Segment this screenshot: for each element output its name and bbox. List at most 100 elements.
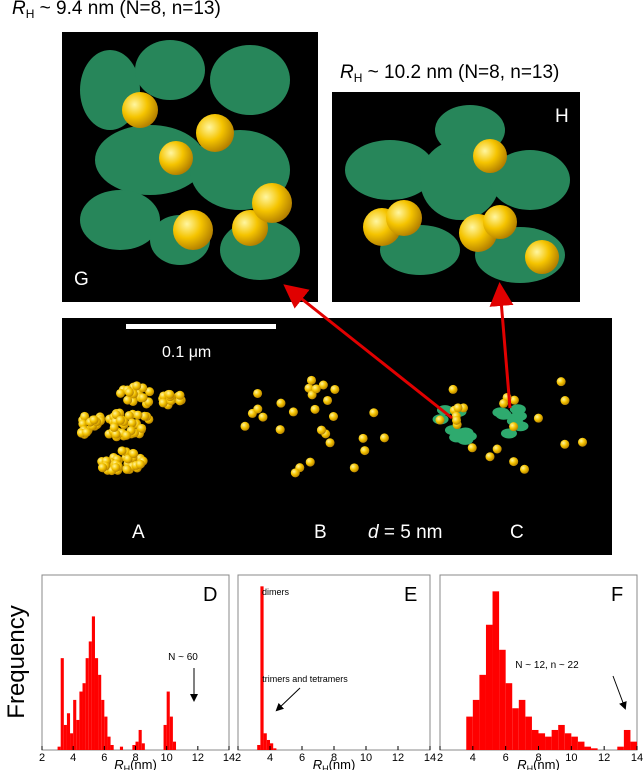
bar — [101, 699, 105, 750]
panel-label: E — [404, 584, 417, 606]
annotation: N ~ 60 — [168, 652, 198, 663]
arrow — [489, 282, 514, 409]
nanoparticle — [560, 439, 570, 449]
bar — [104, 716, 108, 750]
bar — [617, 746, 624, 750]
x-axis-label-part: R — [114, 757, 123, 770]
nanoparticle — [318, 380, 328, 390]
bar — [163, 724, 167, 750]
nanoparticle — [80, 411, 90, 421]
bar — [138, 729, 142, 750]
x-axis-label-part: (nm) — [329, 757, 356, 770]
x-tick-label: 14 — [424, 752, 436, 764]
x-tick-label: 4 — [70, 752, 76, 764]
panel-label: D — [203, 584, 217, 606]
panel-label: G — [74, 269, 89, 290]
panel-label: A — [132, 522, 145, 543]
bar — [505, 683, 513, 750]
nanoparticle — [358, 433, 368, 443]
annotation: trimers and tetramers — [262, 674, 348, 684]
nanoparticle — [369, 408, 379, 418]
bar — [466, 716, 473, 750]
nanoparticle — [533, 413, 543, 423]
x-axis-label-part: H — [322, 764, 329, 770]
nanoparticle — [276, 398, 286, 408]
x-axis-label-part: H — [124, 764, 131, 770]
bar — [76, 719, 80, 750]
nanoparticle — [310, 404, 320, 414]
nanoparticle — [306, 375, 316, 385]
x-tick-label: 12 — [392, 752, 404, 764]
annotation-arrow — [275, 687, 301, 712]
nanoparticle — [379, 433, 389, 443]
y-axis-label: Frequency — [3, 605, 30, 718]
nanoparticle — [304, 383, 314, 393]
x-tick-label: 4 — [470, 752, 476, 764]
panel-label: H — [555, 106, 569, 127]
bar — [57, 746, 61, 750]
gold-spheres — [363, 139, 559, 274]
x-tick-label: 14 — [223, 752, 235, 764]
bar — [107, 736, 111, 750]
bar — [85, 658, 89, 750]
nanoparticle — [111, 462, 121, 472]
nanoparticle — [467, 443, 477, 453]
nanoparticle — [109, 422, 119, 432]
bar — [584, 746, 592, 750]
nanoparticle — [305, 457, 315, 467]
nanoparticle — [325, 438, 335, 448]
nanoparticle — [124, 411, 134, 421]
nanoparticle — [258, 412, 268, 422]
nanoparticle — [135, 459, 145, 469]
nanoparticle — [132, 381, 142, 391]
x-tick-label: 2 — [437, 752, 443, 764]
bar — [82, 683, 86, 750]
bar — [630, 741, 637, 750]
nanoparticle — [158, 398, 168, 408]
bar — [479, 674, 486, 750]
protein — [493, 407, 510, 418]
x-tick-label: 8 — [132, 752, 138, 764]
x-tick-label: 10 — [360, 752, 372, 764]
nanoparticle — [175, 390, 185, 400]
bar — [132, 744, 136, 750]
x-tick-label: 6 — [299, 752, 305, 764]
image-abc — [62, 318, 612, 555]
nanoparticle — [165, 389, 175, 399]
nanoparticle — [360, 446, 370, 456]
spacing-label: d = 5 nm — [368, 522, 442, 543]
x-tick-label: 6 — [503, 752, 509, 764]
x-tick-label: 8 — [331, 752, 337, 764]
x-tick-label: 12 — [192, 752, 204, 764]
nanoparticle — [435, 415, 445, 425]
bar — [172, 741, 177, 750]
gold-spheres — [122, 92, 292, 250]
nanoparticle — [453, 403, 463, 413]
nanoparticle — [509, 422, 519, 432]
x-axis-label-part: R — [517, 757, 526, 770]
x-tick-label: 10 — [161, 752, 173, 764]
nanoparticle — [578, 437, 588, 447]
bar — [564, 733, 572, 750]
nanoparticle — [509, 395, 519, 405]
nanoparticle — [290, 468, 300, 478]
x-axis-label-part: R — [313, 757, 322, 770]
nanoparticle — [115, 415, 125, 425]
bar — [485, 624, 493, 750]
nanoparticle — [452, 415, 462, 425]
bar — [551, 729, 559, 750]
bar — [591, 748, 598, 750]
nanoparticle — [560, 396, 570, 406]
nanoparticle — [133, 410, 143, 420]
x-axis-label: RH(nm) — [313, 757, 356, 770]
bar — [169, 716, 173, 750]
bar — [525, 716, 532, 750]
bar — [66, 713, 71, 750]
bar — [91, 616, 95, 750]
nanoparticle — [129, 449, 139, 459]
bar — [518, 699, 526, 750]
nanoparticle — [98, 463, 108, 473]
bar — [79, 691, 83, 750]
bar — [70, 733, 74, 750]
